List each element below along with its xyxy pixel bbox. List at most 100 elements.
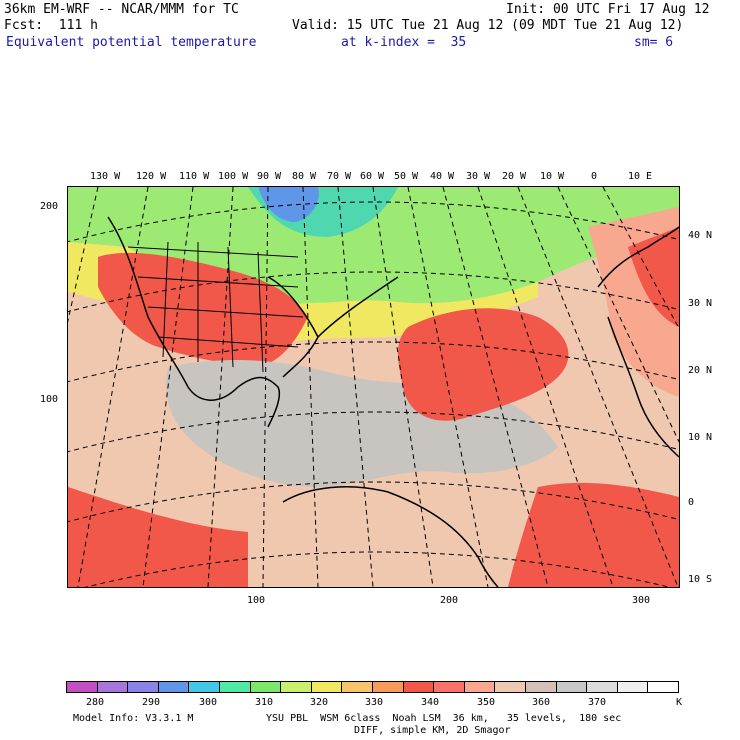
lat-label: 30 N	[688, 298, 713, 309]
grid-y-label: 200	[40, 201, 59, 212]
grid-y-label: 100	[40, 394, 59, 405]
legend-swatch	[495, 682, 526, 692]
legend-label: 290	[142, 697, 161, 708]
africa-coast	[607, 316, 679, 458]
meridian-line	[302, 187, 319, 587]
lon-label: 0	[591, 171, 598, 182]
north-america-coast	[107, 216, 280, 428]
meridian-line	[602, 187, 679, 330]
legend-label: 340	[421, 697, 440, 708]
legend-swatch	[525, 682, 557, 692]
meridian-line	[372, 187, 434, 587]
europe-coast	[597, 226, 679, 288]
meridian-line	[557, 187, 679, 443]
lon-label: 10 E	[628, 171, 653, 182]
diffusion-info: DIFF, simple KM, 2D Smagor	[354, 725, 511, 736]
lon-label: 60 W	[360, 171, 385, 182]
coastlines	[107, 216, 679, 587]
pacific-warm-band	[68, 487, 248, 587]
lon-label: 20 W	[502, 171, 527, 182]
legend-swatch	[250, 682, 282, 692]
legend-label: 280	[86, 697, 105, 708]
lon-label: 110 W	[179, 171, 210, 182]
lat-label: 10 S	[688, 574, 713, 585]
state-border	[162, 241, 169, 358]
legend-swatch	[342, 682, 373, 692]
legend-label: 310	[255, 697, 274, 708]
meridian-line	[262, 187, 269, 587]
state-border	[147, 306, 304, 318]
meridian-line	[407, 187, 489, 587]
legend-swatch	[403, 682, 435, 692]
legend-label: 350	[477, 697, 496, 708]
meridian-line	[442, 187, 549, 587]
legend-label: 330	[365, 697, 384, 708]
legend-label: 370	[588, 697, 607, 708]
level-label: at k-index = 35	[341, 35, 467, 50]
legend-swatch	[281, 682, 312, 692]
legend-swatch	[372, 682, 404, 692]
meridian-line	[207, 187, 234, 587]
lon-label: 30 W	[466, 171, 491, 182]
forecast-hour: Fcst: 111 h	[4, 18, 98, 33]
meridian-line	[77, 187, 149, 587]
legend-label: 320	[310, 697, 329, 708]
legend-swatch	[67, 682, 98, 692]
legend-label: 360	[532, 697, 551, 708]
smoothing-label: sm= 6	[634, 35, 674, 50]
state-border	[127, 246, 299, 258]
continental-warm-region	[98, 252, 308, 367]
legend-swatch	[648, 682, 678, 692]
south-atlantic-warm-band	[508, 482, 679, 587]
state-border	[157, 336, 299, 348]
legend-swatch	[97, 682, 129, 692]
parallel-line	[68, 481, 679, 523]
lat-label: 0	[688, 497, 695, 508]
parallel-line	[68, 271, 679, 313]
graticule	[68, 187, 679, 587]
lat-label: 20 N	[688, 365, 713, 376]
meridian-line	[477, 187, 614, 587]
model-title: 36km EM-WRF -- NCAR/MMM for TC	[4, 2, 239, 17]
lon-label: 120 W	[136, 171, 167, 182]
lon-label: 90 W	[257, 171, 282, 182]
legend-swatch	[128, 682, 159, 692]
legend-label: 300	[199, 697, 218, 708]
legend-swatch	[189, 682, 220, 692]
south-america-coast	[282, 486, 499, 587]
legend-swatch	[617, 682, 649, 692]
parallel-line	[84, 551, 671, 587]
parallel-line	[68, 411, 679, 453]
grid-x-label: 100	[247, 595, 266, 606]
legend-swatch	[158, 682, 190, 692]
lon-label: 50 W	[394, 171, 419, 182]
legend-unit: K	[676, 697, 683, 708]
grid-x-label: 200	[440, 595, 459, 606]
lon-label: 130 W	[90, 171, 121, 182]
atlantic-warm-band	[398, 308, 569, 421]
lon-label: 100 W	[218, 171, 249, 182]
lon-label: 70 W	[327, 171, 352, 182]
legend-swatch	[464, 682, 496, 692]
europe-hot-region	[628, 227, 679, 327]
field-name: Equivalent potential temperature	[6, 35, 257, 50]
map-canvas	[68, 187, 679, 587]
parallel-line	[68, 201, 679, 243]
state-borders	[127, 241, 304, 373]
color-legend-bar	[66, 681, 679, 693]
lon-label: 40 W	[430, 171, 455, 182]
grid-x-label: 300	[632, 595, 651, 606]
meridian-line	[337, 187, 374, 587]
legend-swatch	[556, 682, 588, 692]
legend-swatch	[311, 682, 343, 692]
coldest-airmass	[258, 187, 319, 222]
state-border	[227, 246, 234, 368]
init-time: Init: 00 UTC Fri 17 Aug 12	[506, 2, 710, 17]
lon-label: 10 W	[540, 171, 565, 182]
legend-swatch	[434, 682, 465, 692]
lat-label: 40 N	[688, 230, 713, 241]
parallel-line	[68, 341, 679, 383]
canada-coast	[317, 276, 399, 338]
valid-time: Valid: 15 UTC Tue 21 Aug 12 (09 MDT Tue …	[292, 18, 684, 33]
state-border	[137, 276, 299, 288]
